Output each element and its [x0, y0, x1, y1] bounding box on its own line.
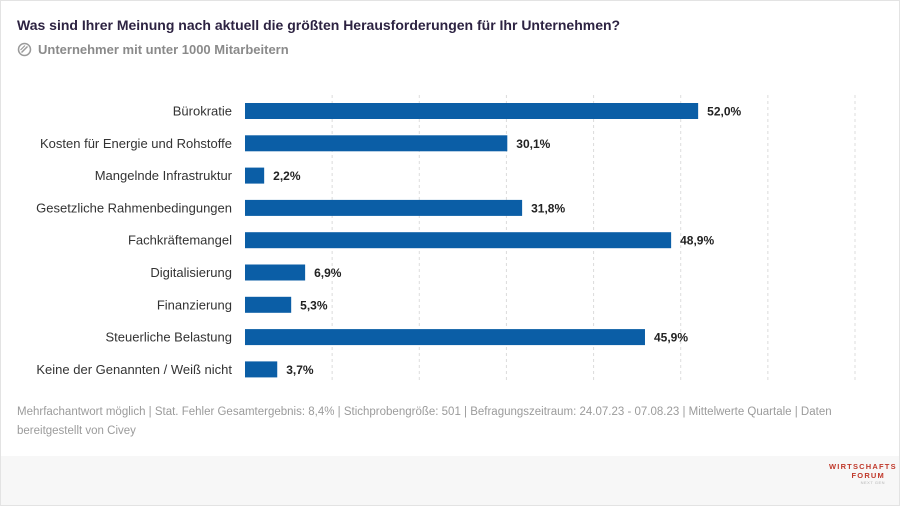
bar [245, 232, 672, 249]
brand-logo[interactable]: WIRTSCHAFTS FORUM NEXT GEN [829, 462, 897, 493]
logo-line-2: FORUM [851, 471, 885, 480]
chart-subtitle: Unternehmer mit unter 1000 Mitarbeitern [17, 42, 289, 57]
category-label: Gesetzliche Rahmenbedingungen [36, 200, 232, 215]
logo-line-3: NEXT GEN [860, 480, 885, 485]
bar [245, 329, 645, 346]
bar [245, 361, 278, 378]
category-label: Digitalisierung [150, 265, 232, 280]
value-label: 31,8% [531, 201, 565, 215]
category-label: Fachkräftemangel [128, 233, 232, 248]
footnote: Mehrfachantwort möglich | Stat. Fehler G… [17, 406, 832, 437]
value-label: 5,3% [300, 298, 328, 312]
value-label: 2,2% [273, 169, 301, 183]
filter-icon [17, 42, 32, 57]
bar [245, 264, 306, 281]
category-label: Steuerliche Belastung [106, 330, 232, 345]
logo-line-1: WIRTSCHAFTS [829, 462, 897, 471]
bar [245, 167, 265, 184]
bar [245, 199, 523, 216]
chart-title: Was sind Ihrer Meinung nach aktuell die … [17, 17, 621, 33]
category-label: Finanzierung [157, 297, 232, 312]
value-label: 30,1% [516, 137, 550, 151]
value-label: 3,7% [286, 363, 314, 377]
category-label: Bürokratie [173, 104, 232, 119]
bar-chart: Bürokratie 52,0% Kosten für Energie und Ro… [36, 95, 856, 382]
value-label: 52,0% [707, 105, 741, 119]
category-label: Kosten für Energie und Rohstoffe [40, 136, 232, 151]
bar [245, 103, 699, 119]
value-label: 6,9% [314, 266, 342, 280]
footer-band [1, 456, 899, 505]
subtitle-text: Unternehmer mit unter 1000 Mitarbeitern [38, 42, 289, 57]
category-label: Mangelnde Infrastruktur [95, 168, 233, 183]
bar [245, 135, 508, 152]
category-label: Keine der Genannten / Weiß nicht [36, 362, 232, 377]
bar [245, 296, 292, 313]
value-label: 45,9% [654, 331, 688, 345]
value-label: 48,9% [680, 234, 714, 248]
